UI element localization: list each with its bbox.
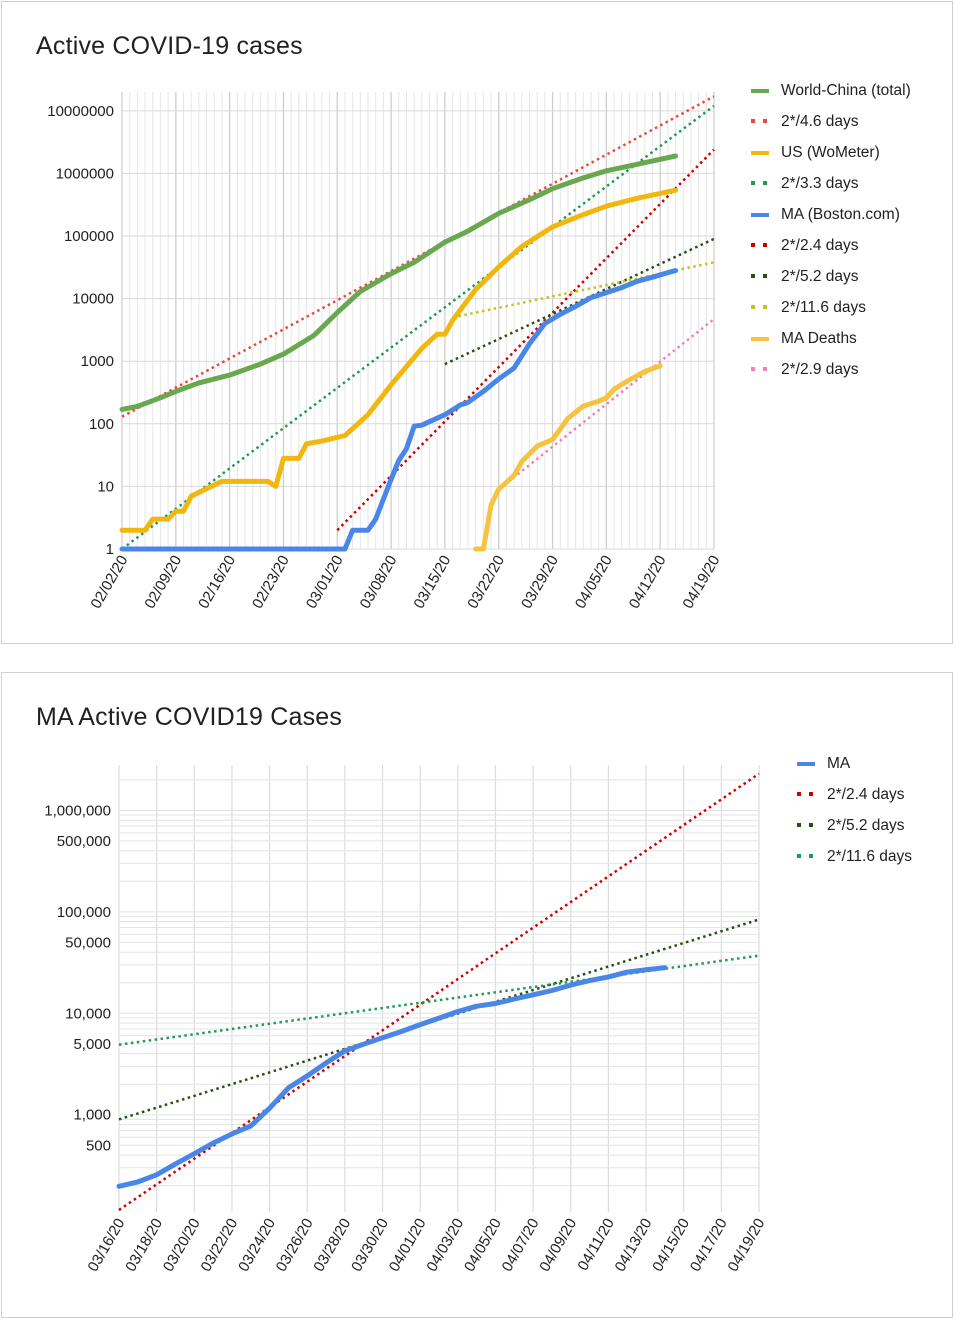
series-line xyxy=(121,95,715,418)
y-tick-label: 1 xyxy=(106,541,114,558)
series-group xyxy=(116,772,760,1212)
y-tick-label: 100000 xyxy=(64,228,114,245)
y-tick-label: 50,000 xyxy=(65,934,111,951)
chart-title: MA Active COVID19 Cases xyxy=(36,703,343,731)
legend-label: 2*/11.6 days xyxy=(827,848,913,865)
x-tick-label: 04/19/20 xyxy=(725,1216,769,1275)
legend-swatch xyxy=(763,305,767,309)
legend-swatch xyxy=(763,274,767,278)
legend-swatch xyxy=(797,762,815,766)
chart-plot-ma: 500 1,000 5,000 10,000 50,000 100,000 500,000 1… xyxy=(44,765,769,1275)
legend-swatch xyxy=(751,274,755,278)
legend-label: 2*/11.6 days xyxy=(781,299,867,316)
series-line xyxy=(119,268,679,552)
series-group xyxy=(119,95,715,552)
legend-label: World-China (total) xyxy=(781,82,911,99)
x-tick-label: 04/05/20 xyxy=(572,553,616,612)
legend-swatch xyxy=(809,823,813,827)
legend-label: 2*/3.3 days xyxy=(781,175,859,192)
y-axis: 1 10 100 1000 10000 100000 1000000 10000000 xyxy=(47,103,114,558)
x-tick-label: 04/12/20 xyxy=(626,553,670,612)
legend-swatch xyxy=(751,89,769,93)
legend-label: US (WoMeter) xyxy=(781,144,880,161)
legend-label: 2*/2.4 days xyxy=(781,237,859,254)
legend-swatch xyxy=(763,367,767,371)
chart-plot-world: 1 10 100 1000 10000 100000 1000000 10000000 02/0… xyxy=(47,92,724,612)
legend-swatch xyxy=(797,823,801,827)
legend-swatch xyxy=(751,243,755,247)
legend-swatch xyxy=(763,181,767,185)
series-line xyxy=(121,104,715,551)
x-tick-label: 03/22/20 xyxy=(464,553,508,612)
legend-label: MA xyxy=(827,755,851,772)
legend-swatch xyxy=(751,367,755,371)
y-tick-label: 10000 xyxy=(72,291,114,308)
x-tick-label: 03/15/20 xyxy=(410,553,454,612)
legend-label: 2*/5.2 days xyxy=(827,817,905,834)
x-axis: 03/16/2003/18/2003/20/2003/22/2003/24/20… xyxy=(85,1216,769,1275)
y-tick-label: 100,000 xyxy=(57,904,111,921)
y-tick-label: 10 xyxy=(97,478,114,495)
legend-label: 2*/2.4 days xyxy=(827,786,905,803)
legend-label: 2*/4.6 days xyxy=(781,113,859,130)
legend-swatch xyxy=(797,854,801,858)
legend-swatch xyxy=(751,305,755,309)
legend-swatch xyxy=(797,792,801,796)
legend-swatch xyxy=(763,119,767,123)
y-tick-label: 10,000 xyxy=(65,1005,111,1022)
x-tick-label: 02/16/20 xyxy=(195,553,239,612)
x-tick-label: 03/29/20 xyxy=(518,553,562,612)
legend-swatch xyxy=(809,854,813,858)
grid xyxy=(121,92,715,550)
y-tick-label: 500,000 xyxy=(57,833,111,850)
legend-swatch xyxy=(751,213,769,217)
y-tick-label: 1,000 xyxy=(73,1107,111,1124)
series-line xyxy=(497,318,715,491)
legend-label: MA (Boston.com) xyxy=(781,206,900,223)
y-tick-label: 1000 xyxy=(81,353,114,370)
y-axis: 500 1,000 5,000 10,000 50,000 100,000 500,000 1… xyxy=(44,802,111,1154)
y-tick-label: 5,000 xyxy=(73,1036,111,1053)
series-line xyxy=(119,187,679,533)
legend-swatch xyxy=(751,337,769,341)
series-line xyxy=(444,237,715,366)
x-tick-label: 02/09/20 xyxy=(141,553,185,612)
x-tick-label: 03/01/20 xyxy=(303,553,347,612)
y-tick-label: 10000000 xyxy=(47,103,114,120)
y-tick-label: 500 xyxy=(86,1137,111,1154)
chart-panel-world: Active COVID-19 cases 1 10 100 1000 10000 100… xyxy=(1,1,953,644)
series-line xyxy=(473,363,663,552)
legend-label: 2*/2.9 days xyxy=(781,361,859,378)
x-tick-label: 02/23/20 xyxy=(249,553,293,612)
legend-label: 2*/5.2 days xyxy=(781,268,859,285)
legend-swatch xyxy=(751,151,769,155)
y-tick-label: 1000000 xyxy=(56,165,114,182)
series-line xyxy=(116,965,668,1189)
y-tick-label: 100 xyxy=(89,416,114,433)
legend-swatch xyxy=(751,119,755,123)
legend-swatch xyxy=(751,181,755,185)
series-line xyxy=(118,918,760,1121)
x-axis: 02/02/20 02/09/20 02/16/20 02/23/20 03/01/20… xyxy=(88,553,724,612)
x-tick-label: 02/02/20 xyxy=(88,553,132,612)
legend-swatch xyxy=(809,792,813,796)
x-tick-label: 03/08/20 xyxy=(357,553,401,612)
x-tick-label: 04/19/20 xyxy=(680,553,724,612)
y-tick-label: 1,000,000 xyxy=(44,802,111,819)
series-line xyxy=(336,148,715,532)
legend-label: MA Deaths xyxy=(781,330,857,347)
series-line xyxy=(119,153,679,412)
chart-title: Active COVID-19 cases xyxy=(36,32,303,60)
chart-panel-ma: MA Active COVID19 Cases 500 1,000 5,000 10,… xyxy=(1,672,953,1318)
legend-swatch xyxy=(763,243,767,247)
